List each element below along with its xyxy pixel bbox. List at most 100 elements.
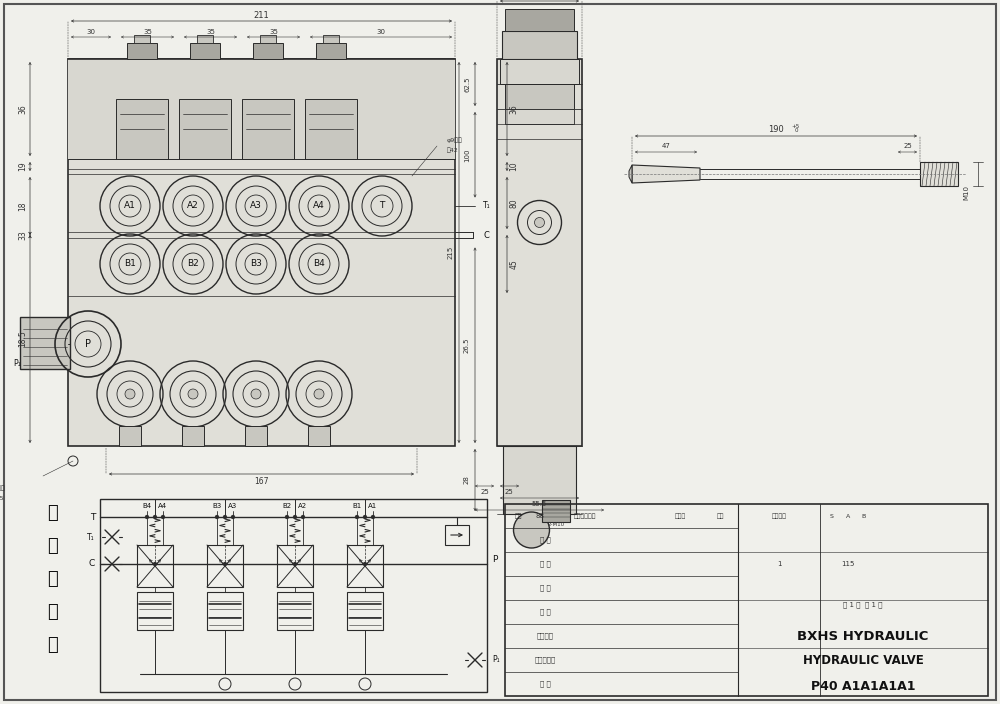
Text: A1: A1 — [368, 503, 378, 509]
Text: M10: M10 — [963, 184, 969, 199]
Text: BXHS HYDRAULIC: BXHS HYDRAULIC — [797, 629, 929, 643]
Text: 设 计: 设 计 — [540, 536, 550, 543]
Polygon shape — [632, 165, 700, 183]
Text: P: P — [492, 555, 497, 563]
Text: A1: A1 — [124, 201, 136, 210]
Text: 80: 80 — [510, 199, 518, 208]
Text: 原: 原 — [47, 570, 57, 588]
Text: 26.5: 26.5 — [464, 337, 470, 353]
Polygon shape — [629, 165, 632, 183]
Circle shape — [293, 562, 297, 566]
Bar — [500, 59, 579, 84]
Text: 35: 35 — [269, 29, 278, 35]
Bar — [134, 35, 150, 43]
Text: 制 图: 制 图 — [540, 585, 550, 591]
Circle shape — [355, 515, 359, 519]
Text: 图: 图 — [47, 636, 57, 654]
Bar — [68, 59, 455, 159]
Text: B4: B4 — [313, 260, 325, 268]
Text: T₁: T₁ — [483, 201, 491, 210]
Text: B4: B4 — [142, 503, 152, 509]
Circle shape — [285, 515, 289, 519]
Text: C: C — [483, 230, 489, 239]
Bar — [323, 35, 339, 43]
Text: T: T — [90, 513, 95, 522]
Bar — [207, 592, 243, 630]
Bar — [116, 99, 168, 159]
Bar — [137, 592, 173, 630]
Text: 更改人: 更改人 — [674, 513, 686, 519]
Circle shape — [363, 515, 367, 519]
Text: B1: B1 — [124, 260, 136, 268]
Bar — [347, 592, 383, 630]
Bar — [20, 317, 70, 369]
Text: φ9通孔: φ9通孔 — [0, 485, 6, 491]
Bar — [277, 592, 313, 630]
Bar — [119, 426, 141, 446]
Text: 88: 88 — [535, 513, 544, 519]
Circle shape — [251, 389, 261, 399]
Text: A4: A4 — [158, 503, 168, 509]
Text: 工艺检查: 工艺检查 — [536, 633, 554, 639]
Circle shape — [293, 515, 297, 519]
Bar — [503, 446, 576, 514]
Bar — [305, 99, 357, 159]
Text: P₁: P₁ — [492, 655, 500, 665]
Circle shape — [371, 515, 375, 519]
Circle shape — [125, 389, 135, 399]
Bar — [68, 59, 455, 446]
Bar — [100, 499, 487, 692]
Circle shape — [514, 512, 550, 548]
Bar — [308, 426, 330, 446]
Text: 压: 压 — [47, 537, 57, 555]
Text: A4: A4 — [313, 201, 325, 210]
Text: S: S — [830, 513, 834, 519]
Text: P: P — [85, 339, 91, 349]
Text: 深85: 深85 — [0, 495, 4, 501]
Text: 100: 100 — [464, 148, 470, 161]
Circle shape — [363, 562, 367, 566]
Text: 167: 167 — [254, 477, 269, 486]
Text: T: T — [379, 201, 385, 210]
Bar — [505, 9, 574, 31]
Text: 35: 35 — [143, 29, 152, 35]
Text: 批 准: 批 准 — [540, 681, 550, 687]
Text: B: B — [862, 513, 866, 519]
Circle shape — [301, 515, 305, 519]
Text: 18.5: 18.5 — [18, 331, 28, 347]
Text: 36: 36 — [510, 104, 518, 114]
Text: 19: 19 — [18, 162, 28, 171]
Text: A2: A2 — [298, 503, 308, 509]
Text: 115: 115 — [841, 561, 855, 567]
Text: 18: 18 — [18, 201, 28, 210]
Bar — [502, 31, 577, 59]
Circle shape — [231, 515, 235, 519]
Text: 核 准: 核 准 — [540, 560, 550, 567]
Bar — [347, 545, 383, 587]
Text: 液: 液 — [47, 504, 57, 522]
Text: 标准化检查: 标准化检查 — [534, 657, 556, 663]
Bar — [190, 43, 220, 59]
Bar — [497, 59, 582, 446]
Text: B3: B3 — [212, 503, 222, 509]
Circle shape — [518, 201, 562, 244]
Text: 日期: 日期 — [716, 513, 724, 519]
Text: 55.5: 55.5 — [532, 501, 547, 507]
Bar — [445, 525, 469, 545]
Bar — [182, 426, 204, 446]
Text: HYDRAULIC VALVE: HYDRAULIC VALVE — [803, 653, 923, 667]
Text: 25: 25 — [481, 489, 489, 495]
Text: 理: 理 — [47, 603, 57, 621]
Text: 25: 25 — [904, 143, 912, 149]
Bar — [505, 504, 988, 696]
Text: 36: 36 — [18, 104, 28, 114]
Circle shape — [215, 515, 219, 519]
Circle shape — [314, 389, 324, 399]
Circle shape — [153, 562, 157, 566]
Circle shape — [223, 515, 227, 519]
Text: B3: B3 — [250, 260, 262, 268]
Bar — [505, 109, 574, 124]
Bar — [260, 35, 276, 43]
Text: 校 对: 校 对 — [540, 609, 550, 615]
Bar — [68, 59, 455, 446]
